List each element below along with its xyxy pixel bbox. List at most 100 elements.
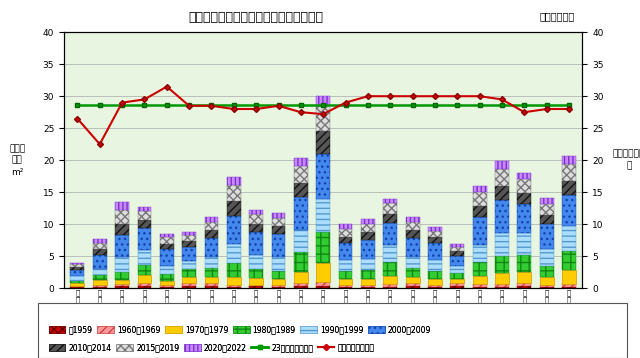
Bar <box>294 183 308 197</box>
Bar <box>316 282 330 286</box>
Bar <box>383 199 397 203</box>
Bar <box>473 245 486 262</box>
Bar <box>361 279 375 285</box>
Bar <box>182 232 196 235</box>
Bar <box>383 214 397 223</box>
Bar <box>562 195 576 226</box>
Bar <box>249 210 263 214</box>
Bar <box>562 164 576 181</box>
Bar <box>205 238 218 257</box>
Bar <box>70 276 84 281</box>
Bar <box>138 286 152 288</box>
Bar <box>406 217 419 222</box>
Bar <box>227 285 241 287</box>
Bar <box>473 206 486 217</box>
Bar <box>93 239 107 243</box>
Bar <box>70 284 84 286</box>
Bar <box>517 232 531 255</box>
Bar <box>428 285 442 287</box>
Bar <box>339 224 353 229</box>
Bar <box>271 213 285 218</box>
Bar <box>383 284 397 287</box>
Bar <box>160 250 173 266</box>
Bar <box>93 255 107 269</box>
Bar <box>451 247 464 251</box>
Bar <box>428 227 442 231</box>
Bar <box>205 283 218 286</box>
Bar <box>205 257 218 268</box>
Bar <box>70 264 84 267</box>
Text: 平均築後年数
年: 平均築後年数 年 <box>613 150 640 171</box>
Bar <box>383 203 397 214</box>
Bar <box>495 169 509 186</box>
Bar <box>383 223 397 245</box>
Bar <box>115 286 129 288</box>
Bar <box>205 222 218 230</box>
Bar <box>428 243 442 260</box>
Bar <box>115 235 129 257</box>
Bar <box>160 266 173 275</box>
Bar <box>294 283 308 286</box>
Bar <box>406 222 419 230</box>
Bar <box>205 268 218 277</box>
Bar <box>540 285 554 287</box>
Bar <box>115 272 129 280</box>
Bar <box>271 226 285 234</box>
Bar <box>138 283 152 286</box>
Bar <box>294 252 308 272</box>
Bar <box>160 275 173 281</box>
Bar <box>205 277 218 283</box>
Bar <box>473 276 486 284</box>
Bar <box>540 249 554 266</box>
Bar <box>473 186 486 192</box>
Bar <box>138 220 152 228</box>
Bar <box>138 265 152 275</box>
Bar <box>339 285 353 287</box>
Bar <box>361 260 375 270</box>
Bar <box>294 197 308 230</box>
Bar <box>93 269 107 275</box>
Bar <box>495 233 509 256</box>
Bar <box>383 287 397 288</box>
Bar <box>249 232 263 255</box>
Bar <box>316 131 330 154</box>
Bar <box>93 275 107 280</box>
Bar <box>428 287 442 288</box>
Bar <box>383 262 397 276</box>
Bar <box>451 251 464 256</box>
Bar <box>406 277 419 283</box>
Text: 資料：東京都: 資料：東京都 <box>539 11 575 21</box>
Bar <box>316 154 330 199</box>
Bar <box>93 249 107 255</box>
Bar <box>406 230 419 238</box>
Bar <box>339 243 353 260</box>
Bar <box>339 260 353 271</box>
Bar <box>562 181 576 195</box>
Bar <box>294 166 308 183</box>
Bar <box>227 277 241 285</box>
Bar <box>428 237 442 243</box>
Bar <box>495 287 509 288</box>
Bar <box>495 161 509 169</box>
Bar <box>495 284 509 287</box>
Bar <box>451 245 464 247</box>
Bar <box>70 267 84 270</box>
Bar <box>383 245 397 262</box>
Bar <box>428 260 442 271</box>
Bar <box>227 185 241 202</box>
Bar <box>428 231 442 237</box>
Bar <box>562 284 576 287</box>
Bar <box>182 283 196 286</box>
Bar <box>361 240 375 260</box>
Bar <box>138 207 152 211</box>
Bar <box>271 234 285 257</box>
Bar <box>406 238 419 257</box>
Bar <box>339 287 353 288</box>
Text: 建築年代別　床面積（住宅・アパート）: 建築年代別 床面積（住宅・アパート） <box>189 11 323 24</box>
Bar <box>451 283 464 286</box>
Bar <box>361 287 375 288</box>
Bar <box>115 257 129 272</box>
Bar <box>473 287 486 288</box>
Bar <box>294 286 308 288</box>
Bar <box>138 211 152 220</box>
